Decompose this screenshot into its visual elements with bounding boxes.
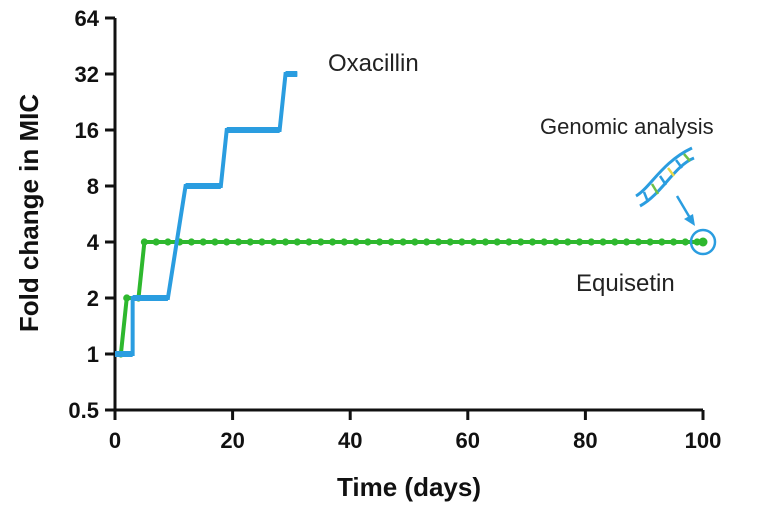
equisetin-point [340,238,348,246]
equisetin-point [634,238,642,246]
equisetin-point [199,238,207,246]
y-tick-label: 16 [75,118,99,143]
y-axis-title: Fold change in MIC [14,94,44,333]
y-tick-label: 2 [87,286,99,311]
x-tick-label: 60 [456,428,480,453]
equisetin-point [599,238,607,246]
equisetin-point [670,238,678,246]
equisetin-point [270,238,278,246]
y-ticks: 0.5 1 2 4 8 16 32 64 [68,6,115,423]
series-layer [115,71,708,358]
equisetin-point [517,238,525,246]
equisetin-point [152,238,160,246]
equisetin-series-label: Equisetin [576,270,675,297]
genomic-analysis-label: Genomic analysis [540,114,714,139]
equisetin-point [211,238,219,246]
equisetin-point [246,238,254,246]
equisetin-point [540,238,548,246]
equisetin-point [493,238,501,246]
x-tick-label: 0 [109,428,121,453]
genomic-analysis-annotation: Genomic analysis [540,114,717,256]
equisetin-point [611,238,619,246]
equisetin-point [352,238,360,246]
equisetin-point [223,238,231,246]
x-tick-label: 80 [573,428,597,453]
equisetin-point [387,238,395,246]
equisetin-point [140,238,148,246]
equisetin-point [411,238,419,246]
equisetin-point [364,238,372,246]
equisetin-point [470,238,478,246]
y-tick-label: 0.5 [68,398,99,423]
annotation-arrow [675,195,692,219]
y-tick-label: 64 [75,6,100,31]
equisetin-point [293,238,301,246]
annotation-target-circle [689,228,717,256]
y-tick-label: 8 [87,174,99,199]
equisetin-point [575,238,584,246]
equisetin-point [423,238,431,246]
y-tick-label: 4 [87,230,100,255]
equisetin-point [681,238,689,246]
x-tick-label: 40 [338,428,362,453]
equisetin-point [305,238,313,246]
equisetin-point [234,238,243,246]
equisetin-point [123,294,131,302]
equisetin-point [505,238,513,246]
equisetin-point [317,238,325,246]
equisetin-line [118,240,703,355]
equisetin-point [187,238,196,246]
x-ticks: 0 20 40 60 80 100 [109,410,721,453]
equisetin-point [552,238,560,246]
equisetin-point [622,238,631,246]
equisetin-point [658,238,666,246]
equisetin-point [446,238,454,246]
equisetin-point [164,238,172,246]
x-tick-label: 20 [220,428,244,453]
y-tick-label: 32 [75,62,99,87]
equisetin-point [376,238,384,246]
equisetin-point [458,238,466,246]
equisetin-point [481,238,490,246]
equisetin-point [587,238,595,246]
oxacillin-line [115,72,298,356]
oxacillin-series-label: Oxacillin [328,50,419,77]
x-axis-title: Time (days) [337,472,481,502]
equisetin-point [328,238,337,246]
equisetin-point [528,238,537,246]
equisetin-point [646,238,654,246]
x-tick-label: 100 [685,428,722,453]
equisetin-point [281,238,290,246]
equisetin-endpoint [698,237,708,247]
equisetin-point [564,238,572,246]
y-tick-label: 1 [87,342,99,367]
equisetin-point [258,238,266,246]
equisetin-point [399,238,407,246]
annotation-arrowhead [684,214,695,226]
axes: 0.5 1 2 4 8 16 32 64 0 20 40 60 80 100 [68,6,721,453]
equisetin-point [434,238,442,246]
dna-icon [635,146,695,208]
